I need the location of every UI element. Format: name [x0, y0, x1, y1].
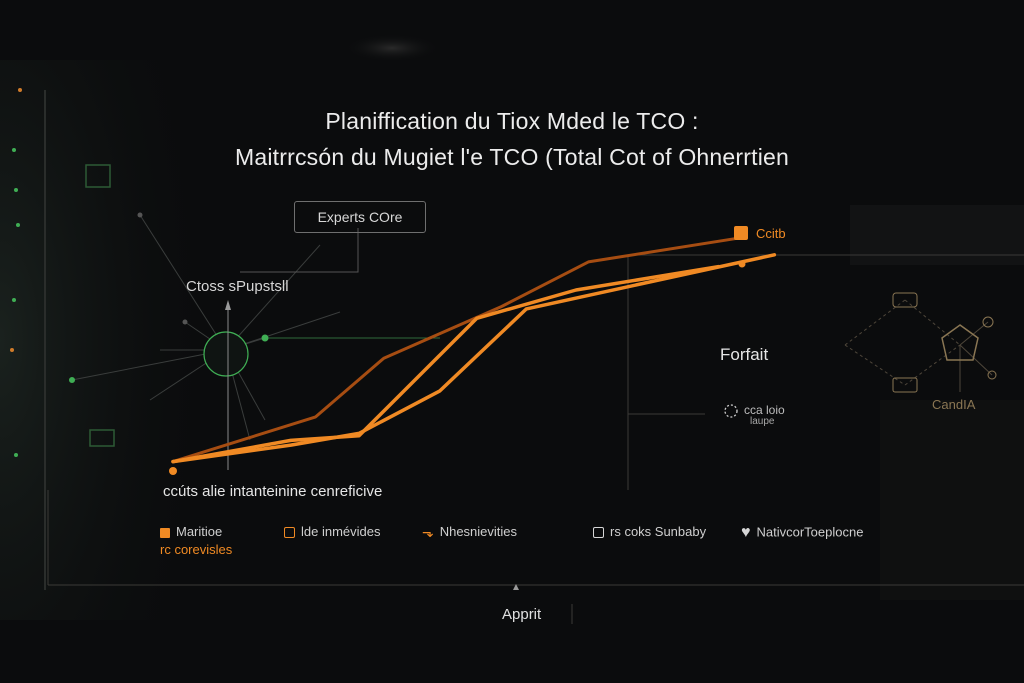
legend-item-5: ♥ NativcorToeplocne: [741, 524, 863, 542]
axis-arrow-head-icon: [513, 584, 519, 590]
cta-icon: [724, 404, 738, 418]
arrow-down-icon: ⬎: [422, 524, 434, 541]
series-line-2: [171, 253, 777, 464]
chart-title-line1: Planiffication du Tiox Mded le TCO :: [325, 108, 699, 134]
plot-area: [171, 236, 777, 464]
legend-label-1: Maritioe: [176, 524, 223, 539]
legend-item-2: lde inmévides: [284, 524, 381, 539]
chart-title-line2: Maitrrcsón du Mugiet l'e TCO (Total Cot …: [235, 144, 789, 170]
network-node: [261, 334, 269, 342]
blurred-monitor: [880, 400, 1024, 600]
callout-leader: [240, 228, 359, 273]
legend-label-4: rs coks Sunbaby: [610, 524, 707, 539]
node-icon: [982, 316, 994, 328]
rack-indicator-icon: [89, 429, 115, 447]
server-rack: [10, 88, 115, 590]
baseline-caption: ccúts alie intanteinine cenreficive: [163, 483, 383, 500]
legend-label-3: Nhesnievities: [439, 524, 518, 539]
axis-arrow-head-icon: [225, 300, 231, 310]
endpoint-dot: [738, 260, 746, 268]
network-node: [137, 212, 143, 218]
cloud-icon: [892, 292, 918, 308]
globe-icon: [203, 331, 249, 377]
outlined-square-icon: [284, 527, 295, 539]
cta-label-line1: cca loio: [744, 403, 785, 417]
filled-square-icon: [160, 527, 170, 538]
ceiling-light: [344, 34, 440, 62]
network-node: [69, 377, 75, 383]
origin-point: [169, 467, 177, 475]
endpoint-marker-icon: [734, 226, 748, 240]
rack-indicator-icon: [85, 164, 111, 188]
node-icon: [987, 370, 997, 380]
ai-diagram: [844, 292, 997, 393]
legend-item-4: rs coks Sunbaby: [593, 524, 706, 539]
legend-item-3: ⬎ Nhesnievities: [422, 524, 517, 541]
legend-item-1: Maritioe rc corevisles: [160, 524, 232, 557]
server-rack-glow: [0, 60, 220, 620]
candia-label: CandIA: [932, 397, 976, 412]
forfait-label: Forfait: [720, 345, 769, 364]
x-axis-label: Apprit: [502, 606, 542, 623]
legend-sub-1: rc corevisles: [160, 542, 233, 557]
cross-label: Ctoss sPupstsll: [186, 278, 289, 295]
network-node: [182, 319, 188, 325]
outlined-square-icon: [593, 527, 604, 539]
chip-icon: [941, 324, 979, 361]
blurred-panel: [850, 205, 1024, 265]
server-icon: [892, 377, 918, 393]
legend-label-5: NativcorToeplocne: [756, 524, 864, 540]
frame-lines: [47, 254, 1024, 624]
cta-label-line2: laupe: [750, 416, 775, 427]
heart-icon: ♥: [741, 524, 751, 541]
experts-callout: Experts COre: [294, 201, 426, 233]
series-line-1: [171, 236, 739, 464]
endpoint-label: Ccitb: [756, 226, 786, 241]
legend-label-2: lde inmévides: [301, 524, 381, 539]
series-line-3: [171, 264, 721, 464]
